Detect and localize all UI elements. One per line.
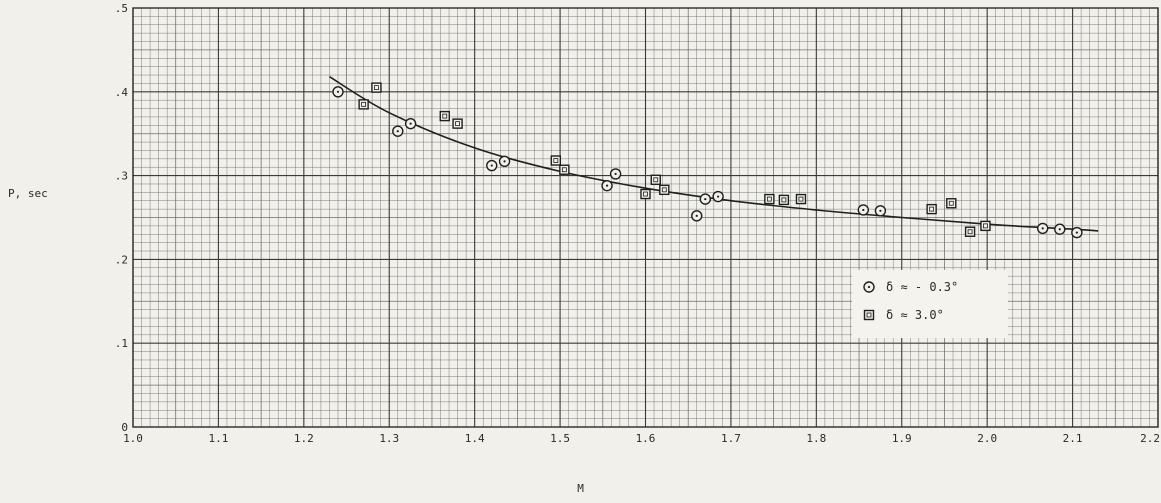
circle-point [332,86,344,98]
y-tick-label: .1 [115,337,128,350]
grid-major [132,7,1159,428]
circle-point [1036,222,1049,235]
square-point [795,193,807,205]
circle-point [1071,226,1083,239]
fit-curve [329,76,1099,232]
x-tick-label: 1.8 [806,432,826,445]
circle-point [712,190,724,203]
square-point [452,118,463,129]
circle-point [486,159,498,172]
circle-point [404,117,417,130]
legend-marker [863,281,875,293]
y-tick-label: .2 [115,253,128,266]
x-tick-label: 1.5 [550,432,570,445]
legend-entry: δ ≈ 3.0° [886,308,944,322]
x-tick-label: 1.4 [465,432,485,445]
y-tick-label: .5 [115,2,128,15]
square-point [946,198,957,209]
square-point [926,203,937,215]
circle-point [498,155,511,168]
legend-marker [863,309,875,321]
square-point [550,155,562,166]
square-point [980,220,991,232]
y-axis-label: P, sec [8,187,48,200]
x-tick-label: 1.9 [892,432,912,445]
square-point [439,110,450,122]
x-tick-label: 1.1 [208,432,228,445]
square-point [650,174,661,185]
x-tick-label: 1.2 [294,432,314,445]
x-tick-label: 2.1 [1063,432,1083,445]
legend-box [852,270,1008,338]
x-tick-label: 1.0 [123,432,143,445]
circle-point [874,205,887,217]
y-tick-label: .3 [115,170,128,183]
circle-point [601,179,613,192]
square-point [371,82,382,93]
circle-point [691,210,703,222]
data-points [332,82,1083,239]
legend: δ ≈ - 0.3° δ ≈ 3.0° [852,270,1008,338]
x-tick-label: 2.2 [1140,432,1160,445]
square-point [659,184,670,196]
circle-point [392,125,404,137]
legend-entry: δ ≈ - 0.3° [886,280,958,294]
plot-frame [132,7,1159,428]
square-point [559,164,570,175]
square-point [358,99,369,110]
x-tick-label: 1.3 [379,432,399,445]
y-tick-labels: 0 .1 .2 .3 .4 .5 [115,2,129,434]
x-tick-label: 1.6 [636,432,656,445]
square-point [778,194,790,206]
x-tick-labels: 1.0 1.1 1.2 1.3 1.4 1.5 1.6 1.7 1.8 1.9 2.0 2.1 2.2 [123,432,1160,445]
square-point [964,226,976,237]
circle-point [857,204,870,216]
square-point [640,188,651,200]
y-tick-label: 0 [121,421,128,434]
x-tick-label: 1.7 [721,432,741,445]
circle-point [1054,223,1066,235]
square-point [764,193,775,205]
circle-point [609,168,622,180]
circle-point [699,193,711,205]
x-axis-label: M [577,482,584,495]
y-tick-label: .4 [115,86,129,99]
x-tick-label: 2.0 [977,432,997,445]
